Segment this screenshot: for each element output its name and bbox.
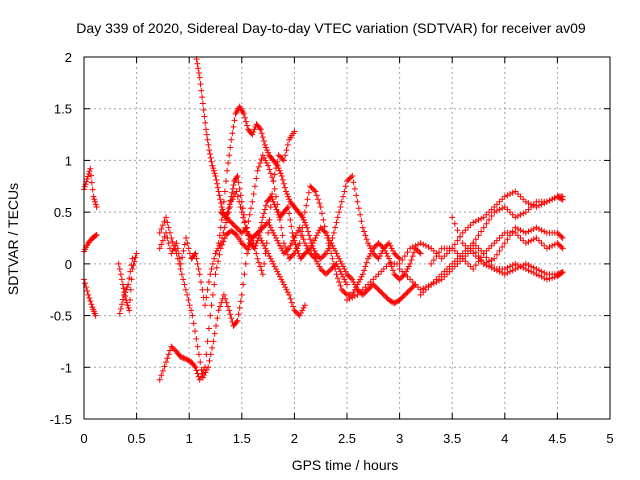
- x-tick-label: 4: [501, 431, 508, 446]
- y-tick-label: -0.5: [50, 309, 72, 324]
- y-axis-title: SDTVAR / TECUs: [5, 183, 21, 295]
- x-tick-labels: 0 0.5 1 1.5 2 2.5 3 3.5 4 4.5 5: [80, 431, 613, 446]
- x-tick-label: 1: [186, 431, 193, 446]
- series-trace-k: [217, 152, 424, 298]
- x-tick-label: 2: [291, 431, 298, 446]
- y-tick-label: 1: [65, 153, 72, 168]
- series-trace-q: [470, 240, 566, 278]
- x-tick-label: 1.5: [233, 431, 251, 446]
- x-tick-label: 3.5: [443, 431, 461, 446]
- data-marks: [81, 56, 566, 383]
- plus-marker-group: [428, 229, 566, 273]
- series-trace-o: [428, 229, 566, 273]
- x-tick-label: 5: [606, 431, 613, 446]
- x-tick-label: 0: [80, 431, 87, 446]
- series-trace-e: [116, 255, 136, 317]
- y-tick-label: -1: [60, 360, 72, 375]
- plus-marker-group: [470, 240, 566, 278]
- plus-marker-group: [215, 103, 403, 262]
- y-tick-label: -1.5: [50, 412, 72, 427]
- x-tick-label: 4.5: [548, 431, 566, 446]
- plus-marker-group: [217, 152, 424, 298]
- plus-marker-group: [115, 250, 140, 314]
- x-tick-label: 2.5: [338, 431, 356, 446]
- axis-ticks: [83, 56, 611, 420]
- y-tick-labels: -1.5 -1 -0.5 0 0.5 1 1.5 2: [50, 50, 72, 427]
- y-tick-label: 1.5: [54, 102, 72, 117]
- y-tick-label: 0.5: [54, 205, 72, 220]
- series-trace-j: [215, 103, 403, 262]
- plus-marker-group: [116, 255, 136, 317]
- y-tick-label: 2: [65, 50, 72, 65]
- x-tick-label: 0.5: [128, 431, 146, 446]
- grid-lines: [84, 57, 610, 419]
- chart-title: Day 339 of 2020, Sidereal Day-to-day VTE…: [76, 20, 586, 36]
- x-tick-label: 3: [396, 431, 403, 446]
- y-tick-label: 0: [65, 257, 72, 272]
- x-axis-title: GPS time / hours: [292, 457, 399, 473]
- series-trace-d: [115, 250, 140, 314]
